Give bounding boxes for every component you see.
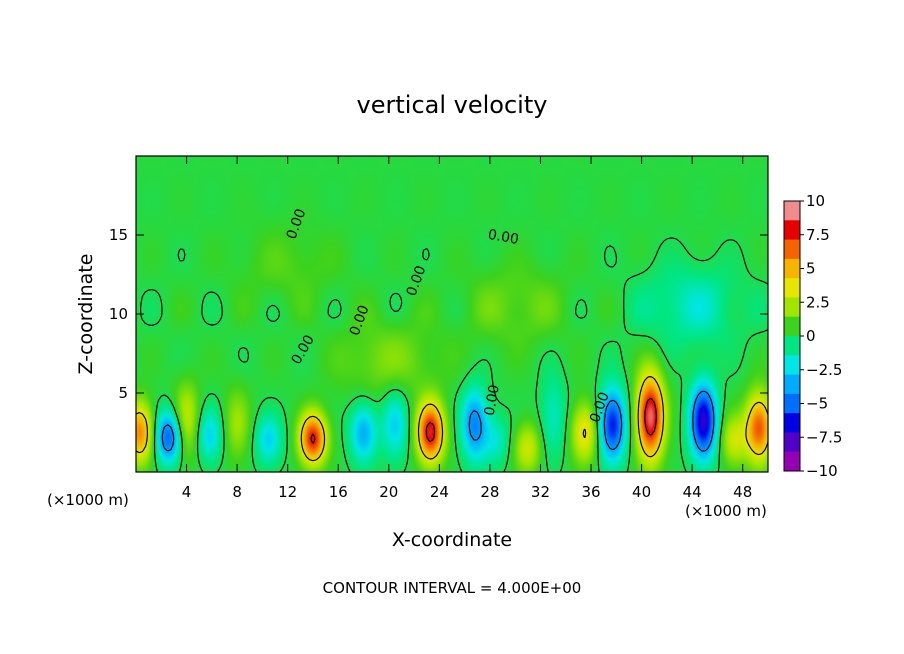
x-tick-label: 12 (278, 483, 297, 501)
plot-area: 0.00 0.000.000.000.00 0.000.00 (136, 156, 768, 472)
x-tick-label: 28 (480, 483, 499, 501)
colorbar-tick-label: 2.5 (806, 293, 830, 311)
x-tick-label: 44 (683, 483, 702, 501)
contour-level-4 (136, 376, 768, 462)
chart-title: vertical velocity (357, 91, 548, 119)
y-tick-label: 15 (109, 226, 128, 244)
contour-interval-note: CONTOUR INTERVAL = 4.000E+00 (323, 579, 582, 597)
colorbar-swatch (784, 239, 800, 260)
colorbar-tick-label: −10 (806, 462, 838, 480)
y-tick-label: 5 (118, 384, 128, 402)
x-tick-label: 40 (632, 483, 651, 501)
colorbar-tick-label: 0 (806, 327, 816, 345)
y-axis-label: Z-coordinate (75, 254, 97, 375)
colorbar-swatch (784, 336, 800, 356)
colorbar-tick-label: 10 (806, 192, 825, 210)
colorbar-tick-label: −2.5 (806, 361, 842, 379)
contour-label: 0.00 (487, 227, 520, 248)
colorbar-tick-label: 7.5 (806, 226, 830, 244)
contour-level-0 (140, 237, 768, 472)
x-tick-label: 36 (581, 483, 600, 501)
colorbar-swatch (784, 432, 800, 453)
heatmap-image (136, 156, 768, 472)
contour-lines (136, 237, 768, 472)
colorbar (783, 200, 801, 472)
colorbar-tick-label: 5 (806, 260, 816, 278)
colorbar-swatch (784, 297, 800, 318)
colorbar-swatch (784, 393, 800, 414)
colorbar-swatch (784, 201, 800, 221)
x-tick-label: 8 (232, 483, 242, 501)
colorbar-swatch (784, 374, 800, 395)
colorbar-swatch (784, 278, 800, 298)
x-tick-label: 24 (430, 483, 449, 501)
colorbar-swatch (784, 316, 800, 337)
colorbar-swatch (784, 220, 800, 241)
x-tick-label: 4 (182, 483, 192, 501)
x-unit-right: (×1000 m) (685, 502, 767, 520)
x-axis-label: X-coordinate (392, 529, 512, 551)
y-tick-label: 10 (109, 305, 128, 323)
contour-label: 0.00 (482, 383, 503, 416)
colorbar-swatch (784, 451, 800, 472)
colorbar-swatch (784, 258, 800, 279)
colorbar-tick-label: −5 (806, 395, 828, 413)
contour-level-8 (310, 397, 657, 444)
x-tick-label: 16 (329, 483, 348, 501)
y-ticks: 5 10 15 (109, 226, 768, 402)
contour-level--4 (161, 390, 715, 452)
x-unit-left: (×1000 m) (47, 491, 129, 509)
colorbar-ticks: 10 7.5 5 2.5 0 −2.5 −5 −7.5 −10 (800, 192, 842, 480)
colorbar-tick-label: −7.5 (806, 428, 842, 446)
colorbar-swatch (784, 355, 800, 376)
x-ticks: 4 8 12 16 20 24 28 32 36 40 44 48 (182, 156, 752, 501)
colorbar-swatch (784, 413, 800, 433)
x-tick-label: 48 (733, 483, 752, 501)
x-tick-label: 32 (531, 483, 550, 501)
x-tick-label: 20 (379, 483, 398, 501)
